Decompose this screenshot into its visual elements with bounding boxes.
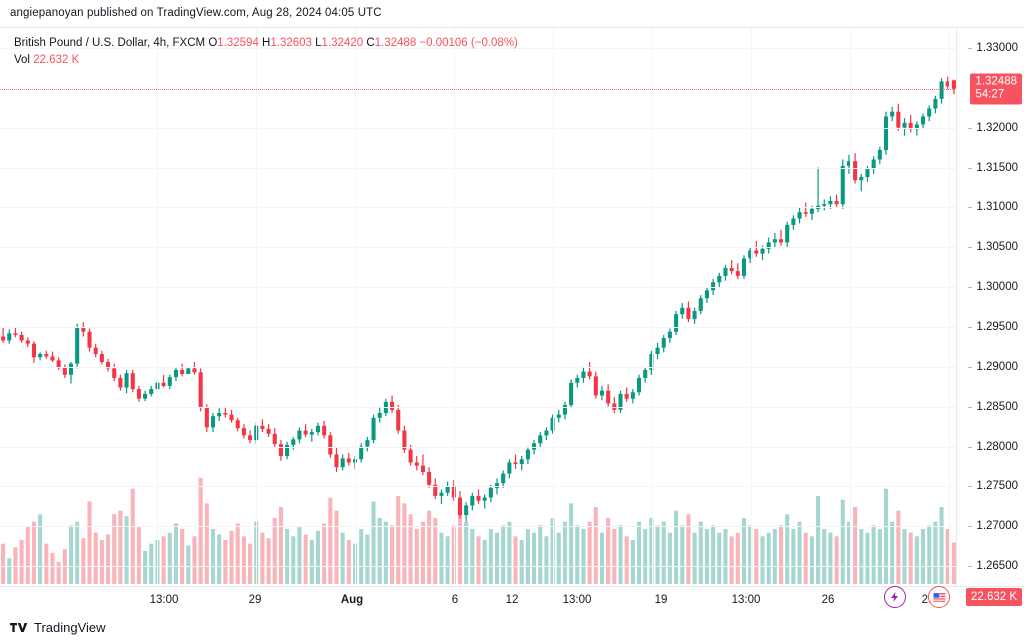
- legend-volume-value: 22.632 K: [33, 54, 80, 66]
- time-axis-tick: 6: [451, 594, 459, 606]
- gridline-horizontal: [0, 526, 956, 528]
- price-axis-tick: 1.26500: [968, 560, 1018, 573]
- gridline-horizontal: [0, 207, 956, 209]
- price-axis-tick: 1.29000: [968, 360, 1018, 373]
- legend-low-label: L: [315, 37, 322, 49]
- current-price-line: [0, 88, 956, 90]
- legend-open-value: 1.32594: [217, 37, 259, 49]
- gridline-horizontal: [0, 247, 956, 249]
- gridline-horizontal: [0, 566, 956, 568]
- price-axis-tick: 1.31500: [968, 161, 1018, 174]
- gridline-horizontal: [0, 326, 956, 328]
- price-axis-tick: 1.29500: [968, 320, 1018, 333]
- legend-volume-label: Vol: [14, 54, 30, 66]
- chart-plot-area[interactable]: [0, 28, 957, 586]
- time-axis-tick: 12: [505, 594, 519, 606]
- us-flag-icon[interactable]: [928, 586, 950, 608]
- gridline-vertical: [553, 28, 554, 586]
- price-axis-tick: 1.32000: [968, 121, 1018, 134]
- gridline-vertical: [355, 28, 356, 586]
- time-axis-tick: 13:00: [562, 594, 592, 606]
- price-axis-tick: 1.27500: [968, 480, 1018, 493]
- gridline-horizontal: [0, 127, 956, 129]
- chart-frame: British Pound / U.S. Dollar, 4h, FXCM O1…: [0, 27, 1024, 614]
- gridline-vertical: [256, 28, 257, 586]
- legend-close-value: 1.32488: [374, 37, 417, 49]
- gridline-horizontal: [0, 47, 956, 49]
- gridline-vertical: [652, 28, 653, 586]
- gridline-vertical: [949, 28, 950, 586]
- gridline-vertical: [454, 28, 455, 586]
- gridline-vertical: [850, 28, 851, 586]
- tradingview-footer: TradingView: [10, 620, 106, 635]
- gridline-vertical: [157, 28, 158, 586]
- gridline-horizontal: [0, 167, 956, 169]
- gridline-horizontal: [0, 446, 956, 448]
- tradingview-logo-icon: [10, 623, 28, 632]
- bar-countdown: 54:27: [975, 88, 1005, 101]
- candlestick-series: [1, 76, 956, 584]
- legend-high-value: 1.32603: [270, 37, 312, 49]
- gridline-horizontal: [0, 486, 956, 488]
- gridline-horizontal: [0, 406, 956, 408]
- gridline-horizontal: [0, 366, 956, 368]
- current-price-value: 1.32488: [975, 75, 1017, 88]
- legend-change: −0.00106 (−0.08%): [419, 37, 518, 49]
- volume-badge: 22.632 K: [965, 588, 1022, 606]
- price-axis[interactable]: 1.32488 54:27 1.33000 1.32000 1.31500 1.310…: [957, 28, 1024, 586]
- legend-low-value: 1.32420: [321, 37, 364, 49]
- time-axis-tick: 26: [821, 594, 835, 606]
- price-axis-tick: 1.31000: [968, 201, 1018, 214]
- time-axis-tick: 19: [654, 594, 668, 606]
- gridline-vertical: [751, 28, 752, 586]
- price-axis-tick: 1.28500: [968, 400, 1018, 413]
- time-axis-tick: 13:00: [149, 594, 179, 606]
- price-axis-tick: 1.30500: [968, 241, 1018, 254]
- current-price-badge: 1.32488 54:27: [970, 73, 1022, 105]
- price-axis-tick: 1.27000: [968, 520, 1018, 533]
- time-axis-tick: 13:00: [731, 594, 761, 606]
- price-axis-tick: 1.28000: [968, 440, 1018, 453]
- tradingview-brand: TradingView: [34, 620, 106, 635]
- gridline-horizontal: [0, 287, 956, 289]
- chart-legend: British Pound / U.S. Dollar, 4h, FXCM O1…: [14, 35, 518, 68]
- legend-high-label: H: [262, 37, 271, 49]
- legend-symbol[interactable]: British Pound / U.S. Dollar, 4h, FXCM: [14, 37, 206, 49]
- lightning-icon[interactable]: [884, 586, 906, 608]
- price-axis-tick: 1.33000: [968, 41, 1018, 54]
- price-axis-tick: 1.30000: [968, 281, 1018, 294]
- time-axis-tick: 29: [248, 594, 262, 606]
- time-axis-tick: Aug: [340, 594, 364, 606]
- attribution-text: angiepanoyan published on TradingView.co…: [10, 7, 382, 19]
- legend-open-label: O: [208, 37, 218, 49]
- legend-close-label: C: [366, 37, 375, 49]
